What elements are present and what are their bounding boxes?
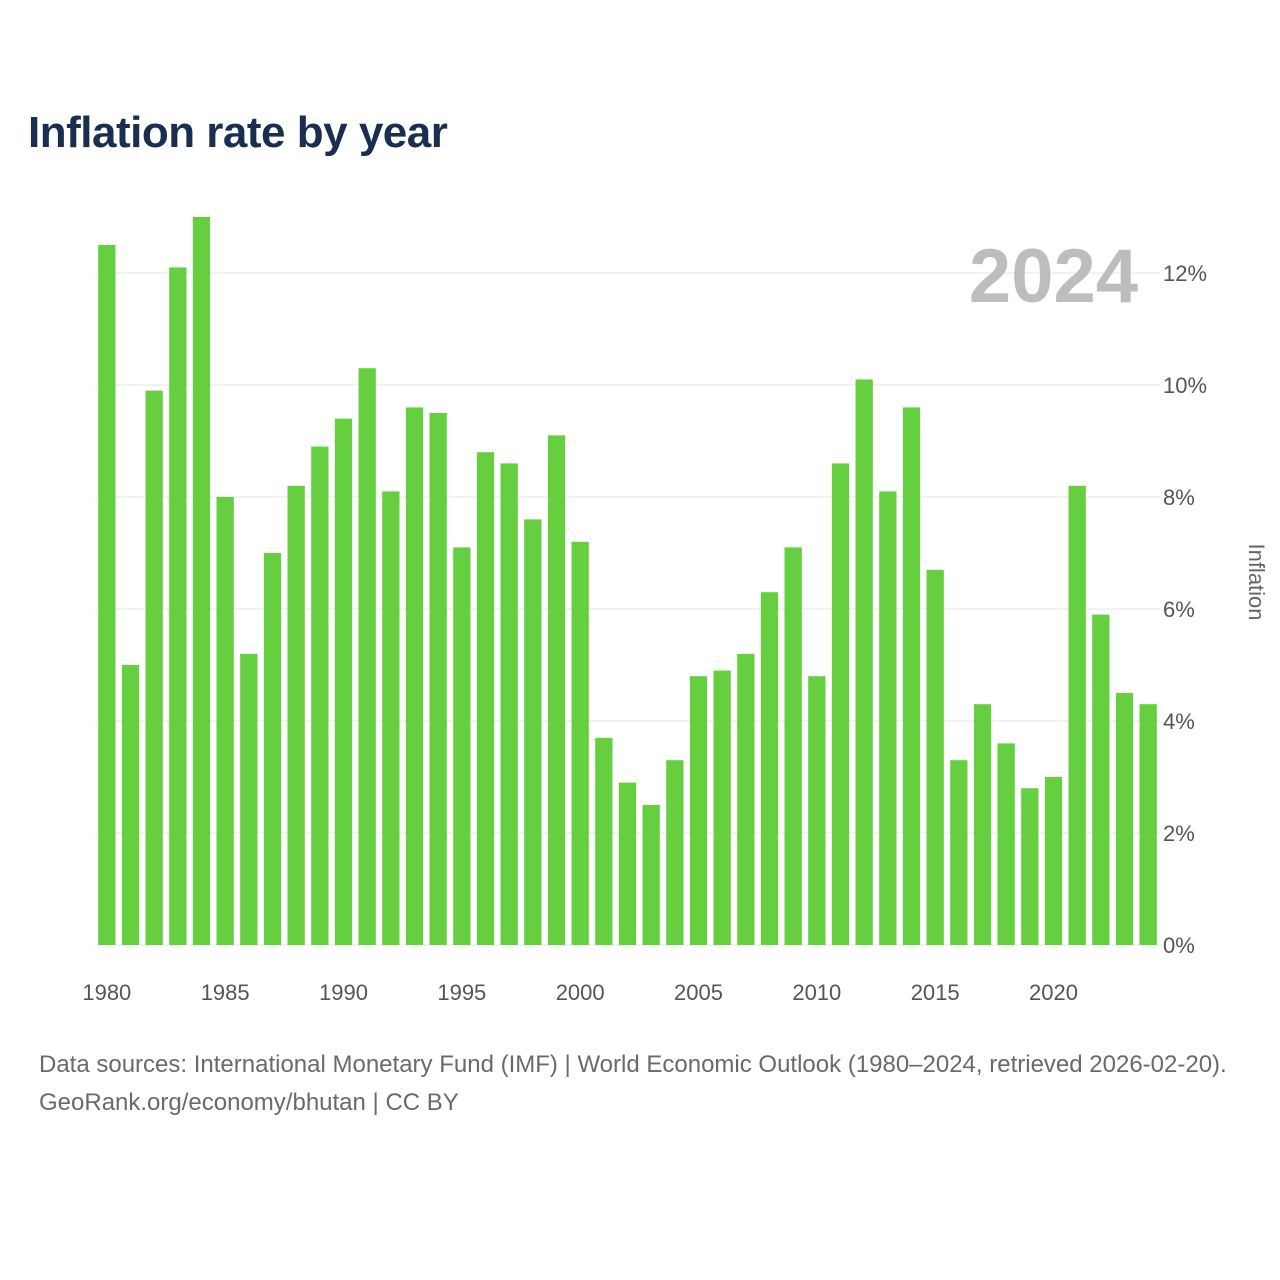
bar-2013[interactable] bbox=[879, 491, 897, 945]
bar-2003[interactable] bbox=[642, 805, 660, 945]
x-tick-label: 1990 bbox=[319, 980, 368, 1005]
chart-title: Inflation rate by year bbox=[28, 108, 448, 157]
x-tick-label: 2000 bbox=[556, 980, 605, 1005]
bar-1987[interactable] bbox=[263, 553, 282, 945]
bar-2000[interactable] bbox=[571, 541, 589, 945]
bar-2011[interactable] bbox=[831, 463, 850, 945]
y-tick-label: 8% bbox=[1163, 485, 1195, 510]
bar-1994[interactable] bbox=[429, 413, 447, 945]
x-tick-label: 2005 bbox=[674, 980, 723, 1005]
bar-1980[interactable] bbox=[98, 245, 116, 945]
x-tick-label: 2015 bbox=[911, 980, 960, 1005]
bar-2022[interactable] bbox=[1092, 614, 1110, 945]
y-tick-label: 2% bbox=[1163, 821, 1195, 846]
bar-1995[interactable] bbox=[453, 547, 471, 945]
x-tick-label: 1995 bbox=[437, 980, 486, 1005]
bar-1986[interactable] bbox=[240, 653, 258, 945]
bar-2007[interactable] bbox=[737, 653, 755, 945]
bar-1983[interactable] bbox=[169, 267, 187, 945]
x-tick-label: 1980 bbox=[82, 980, 131, 1005]
y-tick-label: 0% bbox=[1163, 933, 1195, 958]
bar-series bbox=[98, 217, 1157, 946]
bar-2014[interactable] bbox=[902, 407, 921, 945]
data-sources-note: Data sources: International Monetary Fun… bbox=[39, 1051, 1227, 1078]
bar-2018[interactable] bbox=[997, 743, 1015, 945]
bar-1982[interactable] bbox=[145, 390, 163, 946]
bar-1996[interactable] bbox=[476, 452, 495, 945]
bar-1998[interactable] bbox=[524, 519, 542, 945]
x-tick-label: 2010 bbox=[792, 980, 841, 1005]
y-tick-label: 12% bbox=[1163, 261, 1207, 286]
y-tick-label: 4% bbox=[1163, 709, 1195, 734]
bar-1981[interactable] bbox=[121, 665, 140, 945]
y-tick-label: 10% bbox=[1163, 373, 1207, 398]
attribution-link[interactable]: GeoRank.org/economy/bhutan | CC BY bbox=[39, 1089, 459, 1116]
bar-2010[interactable] bbox=[808, 676, 826, 945]
y-axis-title: Inflation bbox=[1244, 543, 1269, 620]
bar-2016[interactable] bbox=[950, 760, 968, 945]
chart-footer: Data sources: International Monetary Fun… bbox=[39, 1046, 1244, 1122]
bar-1989[interactable] bbox=[311, 446, 329, 945]
bar-2023[interactable] bbox=[1115, 693, 1134, 945]
inflation-bar-chart: 0% 2% 4% 6% 8% 10% 12% 1980 1985 1990 1995 2000 200… bbox=[82, 217, 1269, 1005]
bar-2009[interactable] bbox=[784, 547, 802, 945]
bar-2015[interactable] bbox=[926, 569, 944, 945]
bar-2012[interactable] bbox=[855, 379, 873, 945]
bar-2002[interactable] bbox=[618, 782, 637, 945]
bar-1997[interactable] bbox=[500, 463, 518, 945]
bar-2020[interactable] bbox=[1044, 777, 1063, 945]
bar-1993[interactable] bbox=[405, 407, 424, 945]
y-tick-label: 6% bbox=[1163, 597, 1195, 622]
x-tick-label: 1985 bbox=[201, 980, 250, 1005]
bar-2021[interactable] bbox=[1068, 485, 1086, 945]
bar-1988[interactable] bbox=[287, 485, 305, 945]
bar-2001[interactable] bbox=[595, 737, 613, 945]
bar-2024[interactable] bbox=[1139, 704, 1157, 945]
bar-2006[interactable] bbox=[713, 670, 731, 945]
bar-2017[interactable] bbox=[973, 704, 992, 945]
bar-2019[interactable] bbox=[1021, 788, 1039, 945]
bar-2008[interactable] bbox=[760, 592, 779, 945]
highlight-year-label: 2024 bbox=[969, 234, 1138, 319]
bar-2004[interactable] bbox=[666, 760, 684, 945]
bar-1992[interactable] bbox=[382, 491, 400, 945]
bar-1984[interactable] bbox=[192, 217, 211, 945]
bar-1999[interactable] bbox=[547, 435, 566, 945]
x-axis-ticks: 1980 1985 1990 1995 2000 2005 2010 2015 2020 bbox=[82, 980, 1078, 1005]
bar-1985[interactable] bbox=[216, 497, 234, 945]
bar-2005[interactable] bbox=[689, 676, 708, 945]
x-tick-label: 2020 bbox=[1029, 980, 1078, 1005]
y-axis-ticks: 0% 2% 4% 6% 8% 10% 12% bbox=[1163, 261, 1207, 958]
bar-1990[interactable] bbox=[334, 418, 353, 946]
bar-1991[interactable] bbox=[358, 368, 376, 945]
